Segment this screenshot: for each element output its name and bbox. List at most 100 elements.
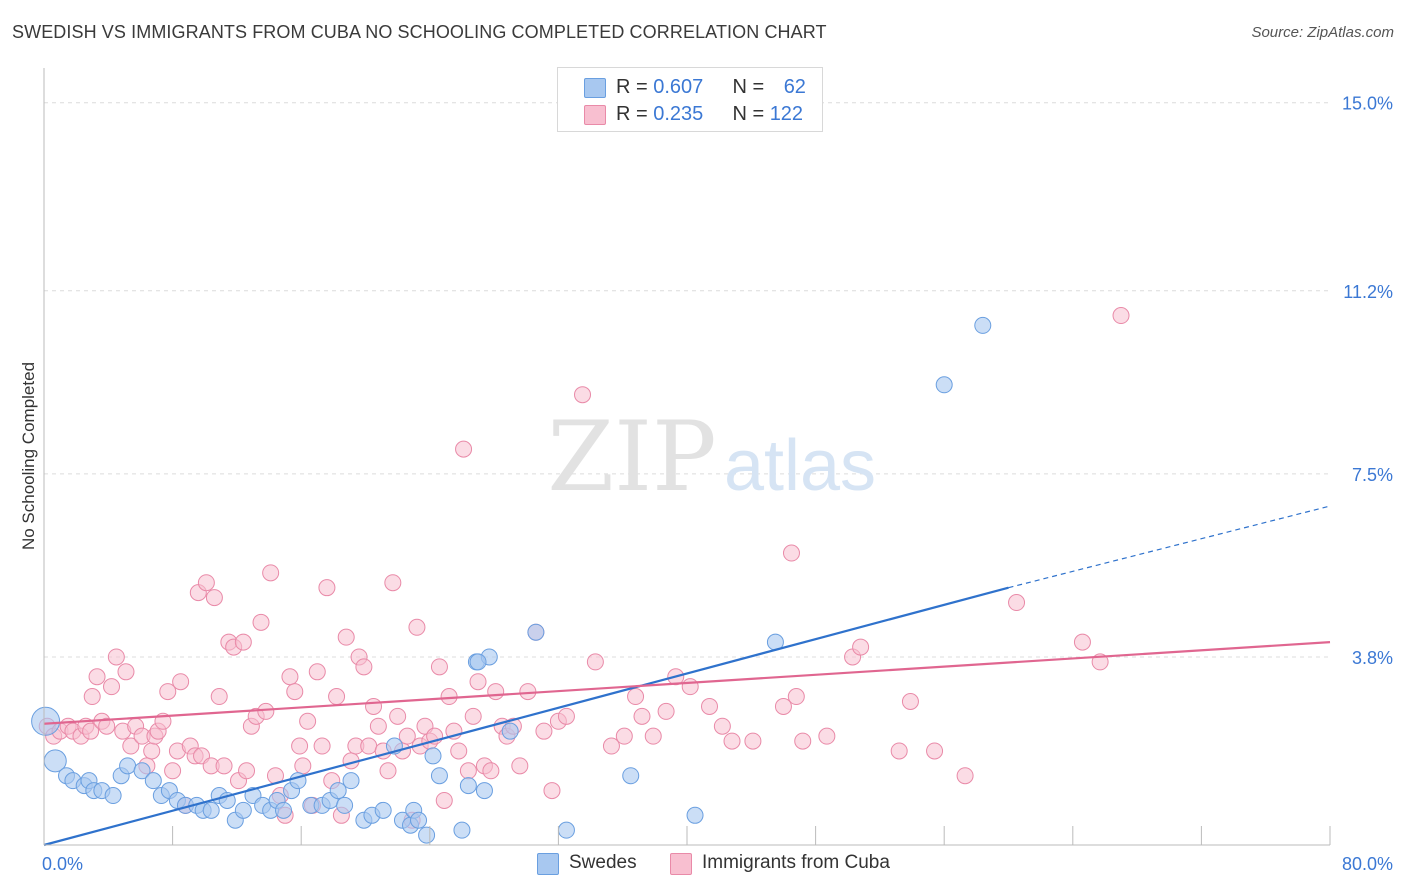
data-point-cuba — [389, 707, 407, 725]
data-point-swedes — [622, 767, 640, 785]
data-point-swedes — [424, 747, 442, 765]
data-point-cuba — [901, 692, 919, 710]
data-point-swedes — [459, 777, 477, 795]
data-point-cuba — [281, 668, 299, 686]
data-point-cuba — [644, 727, 662, 745]
legend-label-cuba: Immigrants from Cuba — [702, 852, 890, 873]
data-point-swedes — [133, 762, 151, 780]
data-point-cuba — [440, 688, 458, 706]
data-point-cuba — [615, 727, 633, 745]
data-point-cuba — [408, 618, 426, 636]
data-point-cuba — [313, 737, 331, 755]
data-point-cuba — [234, 633, 252, 651]
data-point-swedes — [935, 376, 953, 394]
data-point-cuba — [384, 574, 402, 592]
data-point-cuba — [398, 727, 416, 745]
legend-swatch-swedes — [537, 853, 559, 875]
data-point-cuba — [369, 717, 387, 735]
data-point-cuba — [82, 722, 100, 740]
y-tick-label: 11.2% — [1343, 282, 1393, 302]
data-point-cuba — [602, 737, 620, 755]
data-point-cuba — [586, 653, 604, 671]
data-point-swedes — [527, 623, 545, 641]
data-point-cuba — [956, 767, 974, 785]
y-tick-label: 15.0% — [1342, 94, 1393, 114]
legend-label-swedes: Swedes — [569, 852, 637, 873]
data-point-cuba — [159, 683, 177, 701]
series-cuba-points — [38, 307, 1130, 829]
data-point-cuba — [430, 658, 448, 676]
x-tick-label-min: 0.0% — [42, 854, 83, 874]
data-point-cuba — [511, 757, 529, 775]
data-point-swedes — [31, 706, 61, 736]
data-point-cuba — [122, 737, 140, 755]
data-point-cuba — [543, 782, 561, 800]
data-point-cuba — [787, 688, 805, 706]
data-point-swedes — [336, 796, 354, 814]
data-point-cuba — [794, 732, 812, 750]
data-point-cuba — [328, 688, 346, 706]
data-point-cuba — [143, 742, 161, 760]
data-point-cuba — [657, 702, 675, 720]
r-value: 0.607 — [653, 76, 704, 98]
data-point-cuba — [294, 757, 312, 775]
data-point-cuba — [464, 707, 482, 725]
data-point-swedes — [475, 782, 493, 800]
data-point-swedes — [275, 801, 293, 819]
data-point-cuba — [701, 697, 719, 715]
tick-labels: 3.8% 7.5% 11.2% 15.0% 0.0% 80.0% — [42, 94, 1393, 874]
n-label: N = — [732, 103, 770, 125]
data-point-cuba — [299, 712, 317, 730]
data-point-cuba — [774, 697, 792, 715]
data-point-cuba — [455, 440, 473, 458]
data-point-swedes — [202, 801, 220, 819]
data-point-cuba — [83, 688, 101, 706]
x-tick-label-max: 80.0% — [1342, 854, 1393, 874]
legend-swatch-cuba — [584, 105, 606, 125]
axes — [43, 68, 1331, 846]
data-point-cuba — [337, 628, 355, 646]
r-value: 0.235 — [653, 103, 704, 125]
data-point-cuba — [257, 702, 275, 720]
data-point-swedes — [374, 801, 392, 819]
data-point-cuba — [487, 683, 505, 701]
data-point-cuba — [355, 658, 373, 676]
trend-line-cuba — [43, 641, 1331, 725]
data-point-swedes — [329, 782, 347, 800]
data-point-cuba — [926, 742, 944, 760]
data-point-cuba — [103, 678, 121, 696]
data-point-cuba — [308, 663, 326, 681]
data-point-cuba — [291, 737, 309, 755]
data-point-swedes — [430, 767, 448, 785]
y-axis-label: No Schooling Completed — [19, 362, 38, 550]
watermark-zip: ZIP — [547, 401, 716, 513]
data-point-cuba — [262, 564, 280, 582]
data-point-cuba — [744, 732, 762, 750]
data-point-cuba — [1112, 307, 1130, 325]
data-point-cuba — [469, 673, 487, 691]
data-point-cuba — [98, 717, 116, 735]
data-point-cuba — [782, 544, 800, 562]
data-point-swedes — [686, 806, 704, 824]
data-point-swedes — [557, 821, 575, 839]
data-point-cuba — [723, 732, 741, 750]
data-point-cuba — [535, 722, 553, 740]
data-point-cuba — [1008, 594, 1026, 612]
trend-lines — [43, 505, 1331, 847]
legend-swatch-swedes — [584, 78, 606, 98]
trend-line-swedes — [43, 586, 1009, 847]
chart-title: SWEDISH VS IMMIGRANTS FROM CUBA NO SCHOO… — [12, 22, 827, 42]
gridlines — [44, 102, 1330, 658]
data-point-cuba — [681, 678, 699, 696]
data-point-cuba — [450, 742, 468, 760]
data-point-swedes — [104, 787, 122, 805]
r-label: R = — [616, 76, 654, 98]
data-point-cuba — [482, 762, 500, 780]
data-point-swedes — [342, 772, 360, 790]
data-point-cuba — [557, 707, 575, 725]
data-point-cuba — [210, 688, 228, 706]
data-point-cuba — [818, 727, 836, 745]
data-point-cuba — [365, 697, 383, 715]
n-value: 122 — [769, 103, 804, 125]
data-point-cuba — [890, 742, 908, 760]
